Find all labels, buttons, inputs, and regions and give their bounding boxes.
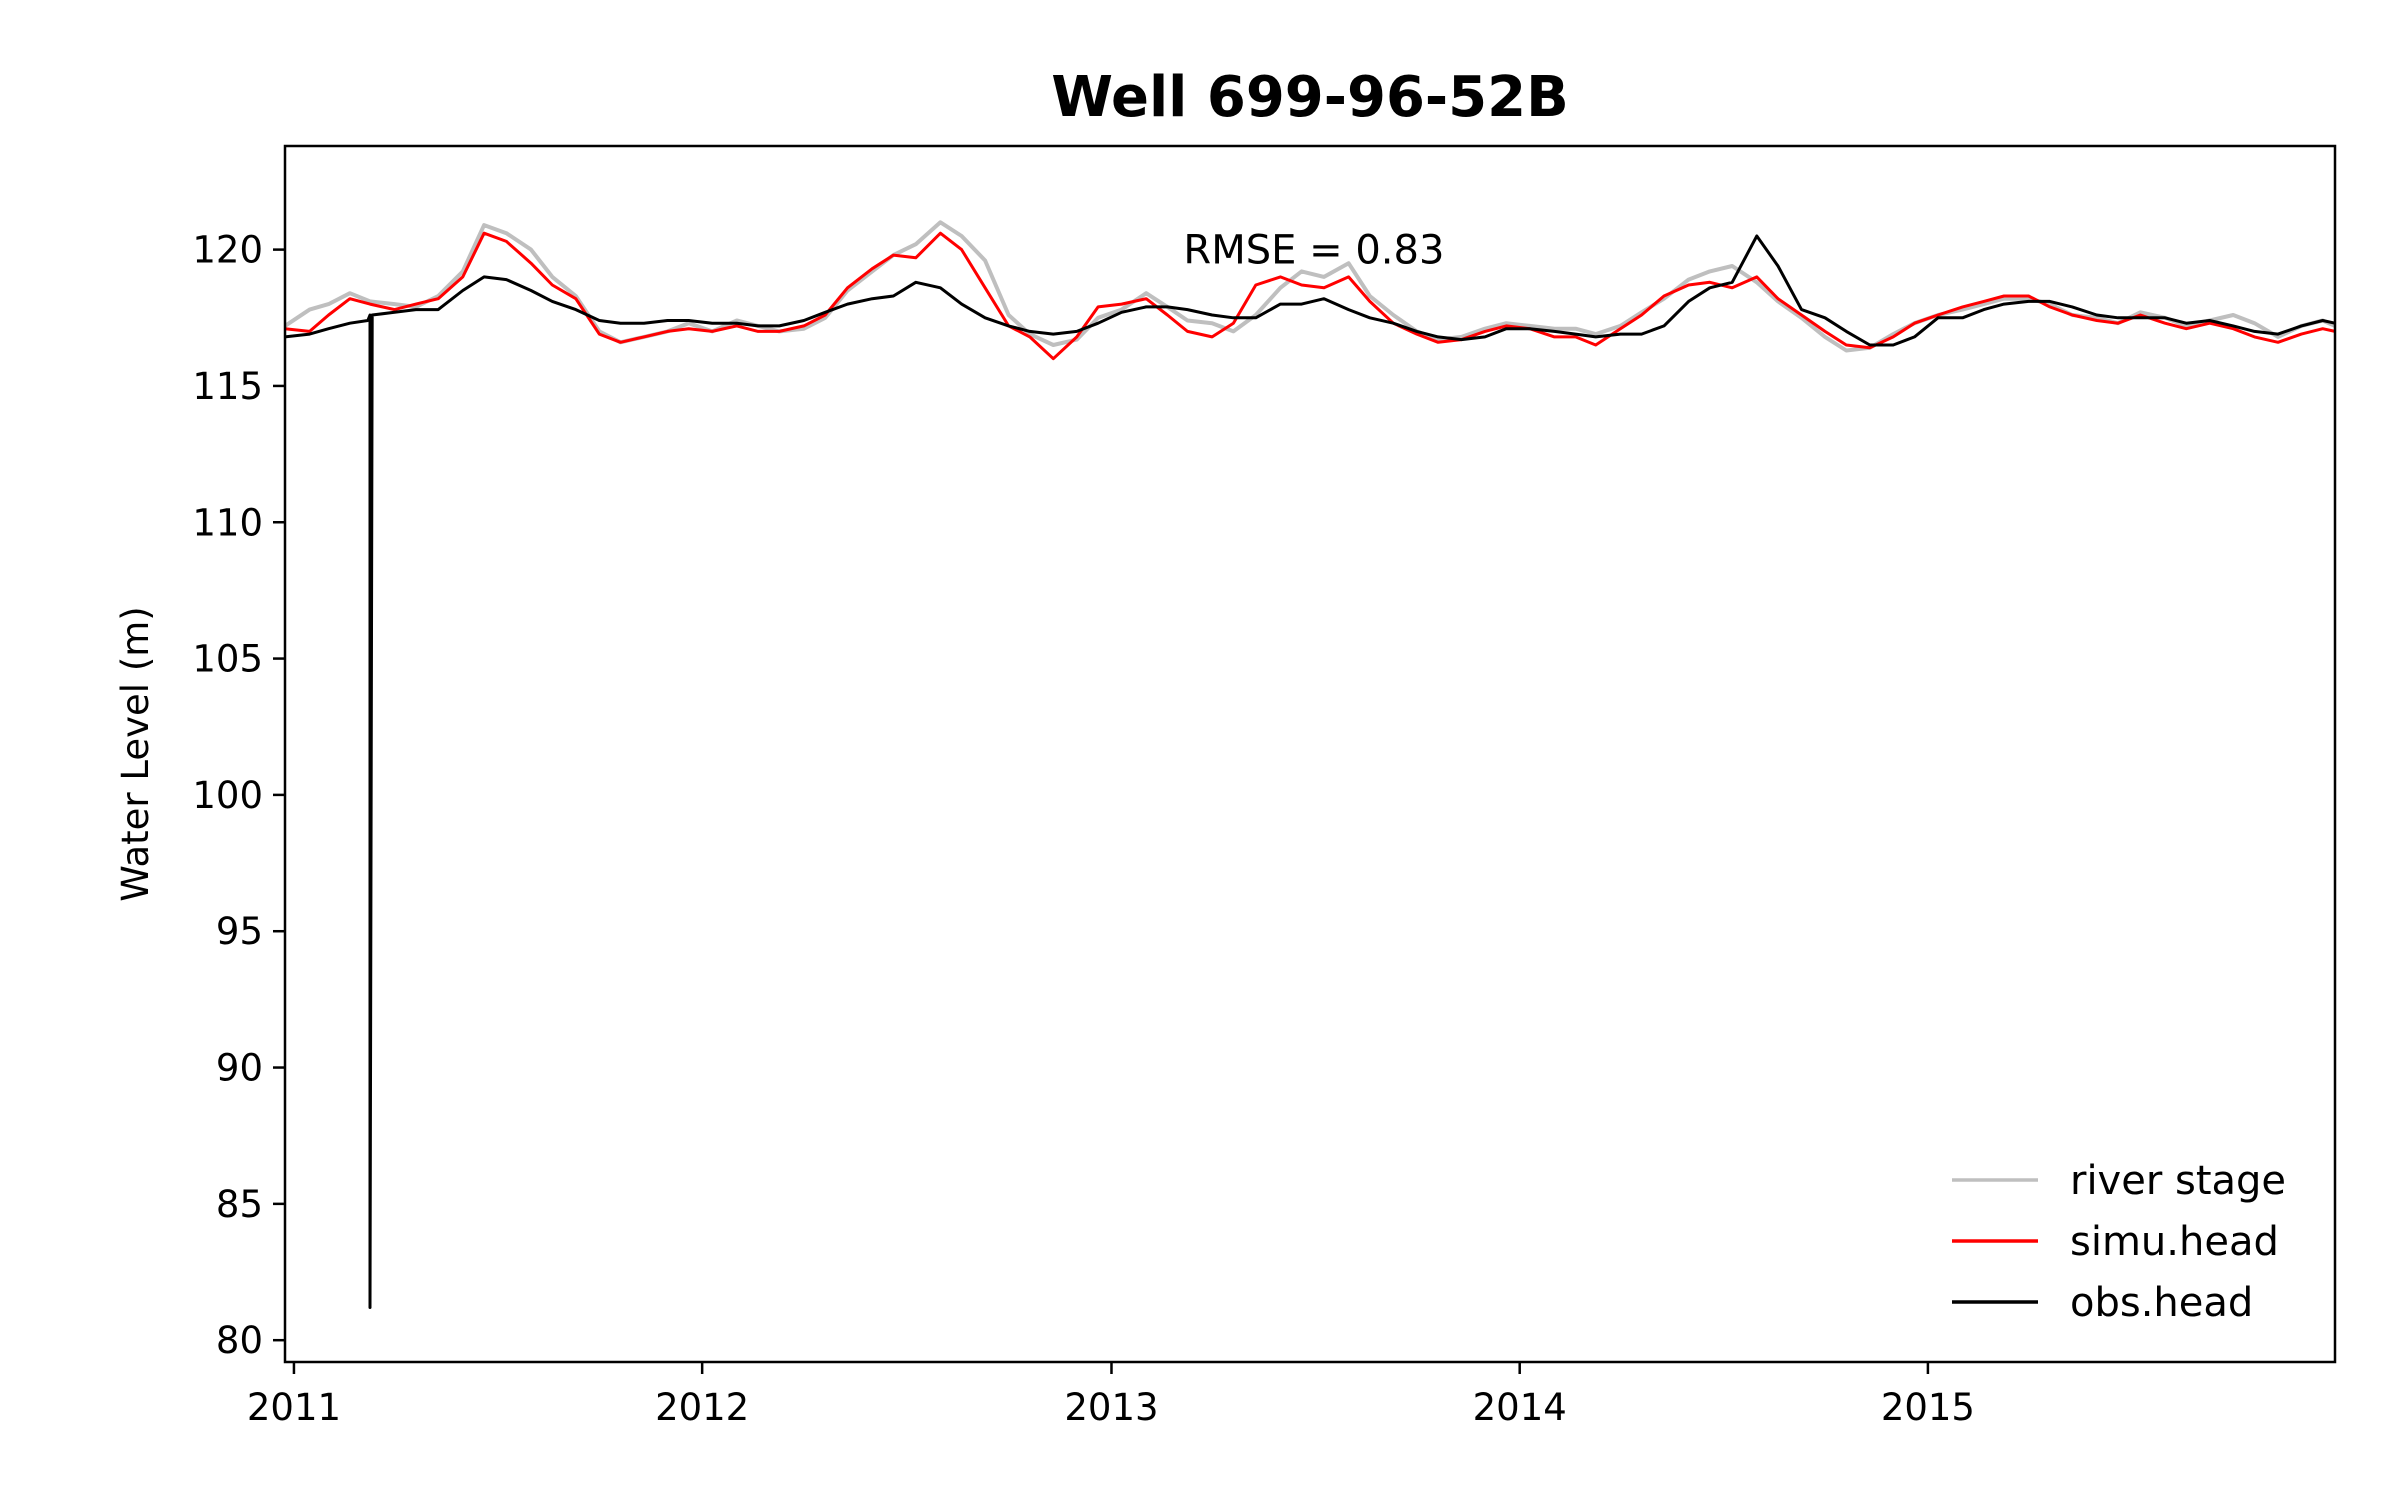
x-tick-label: 2015: [1881, 1386, 1975, 1429]
x-tick-label: 2013: [1064, 1386, 1158, 1429]
y-axis: 80 85 90 95 100 105 110 115 120: [192, 229, 285, 1362]
legend: river stage simu.head obs.head: [1952, 1158, 2286, 1326]
y-axis-label: Water Level (m): [114, 606, 157, 901]
series-line-simu-head: [284, 231, 2336, 361]
x-tick-label: 2014: [1473, 1386, 1567, 1429]
legend-label-simu-head: simu.head: [2070, 1219, 2279, 1265]
legend-label-river-stage: river stage: [2070, 1158, 2286, 1204]
rmse-annotation: RMSE = 0.83: [1183, 228, 1444, 274]
y-tick-label: 95: [216, 910, 263, 953]
series-layer: [283, 220, 2336, 1309]
y-tick-label: 100: [192, 774, 263, 817]
series-line-obs-head: [284, 234, 2336, 1309]
y-tick-label: 105: [192, 638, 263, 681]
legend-label-obs-head: obs.head: [2070, 1280, 2253, 1326]
x-tick-label: 2011: [247, 1386, 341, 1429]
y-tick-label: 85: [216, 1183, 263, 1226]
y-tick-label: 80: [216, 1319, 263, 1362]
y-tick-label: 120: [192, 229, 263, 272]
x-tick-label: 2012: [655, 1386, 749, 1429]
y-tick-label: 90: [216, 1047, 263, 1090]
x-axis: 2011 2012 2013 2014 2015: [247, 1362, 1975, 1429]
plot-frame: [283, 144, 2337, 1364]
chart-title: Well 699-96-52B: [1051, 65, 1569, 130]
y-tick-label: 115: [192, 365, 263, 408]
y-tick-label: 110: [192, 501, 263, 544]
